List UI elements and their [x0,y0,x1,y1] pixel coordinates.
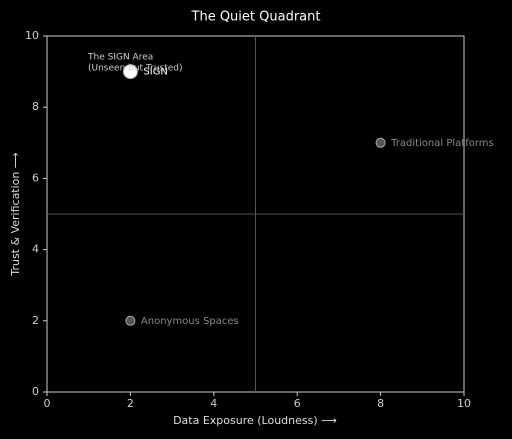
y-tick-label: 6 [32,171,39,184]
point [125,315,136,326]
y-tick-label: 0 [32,385,39,398]
y-axis-label: Trust & Verification ⟶ [9,152,22,277]
x-axis-label: Data Exposure (Loudness) ⟶ [173,414,337,427]
point [375,137,386,148]
point-label: SIGN [143,67,168,78]
x-tick-label: 2 [127,397,134,410]
annotation: The SIGN Area [87,53,153,63]
x-tick-label: 6 [294,397,301,410]
x-tick-label: 8 [377,397,384,410]
point-label: Anonymous Spaces [141,316,239,327]
point-label: Traditional Platforms [390,138,494,149]
chart-title: The Quiet Quadrant [191,10,321,25]
x-tick-label: 0 [44,397,51,410]
point [122,64,138,80]
y-tick-label: 10 [25,29,39,42]
x-tick-label: 4 [210,397,217,410]
y-tick-label: 2 [32,314,39,327]
y-tick-label: 8 [32,100,39,113]
y-tick-label: 4 [32,243,39,256]
x-tick-label: 10 [457,397,471,410]
annotation: (Unseen but Trusted) [88,64,183,74]
